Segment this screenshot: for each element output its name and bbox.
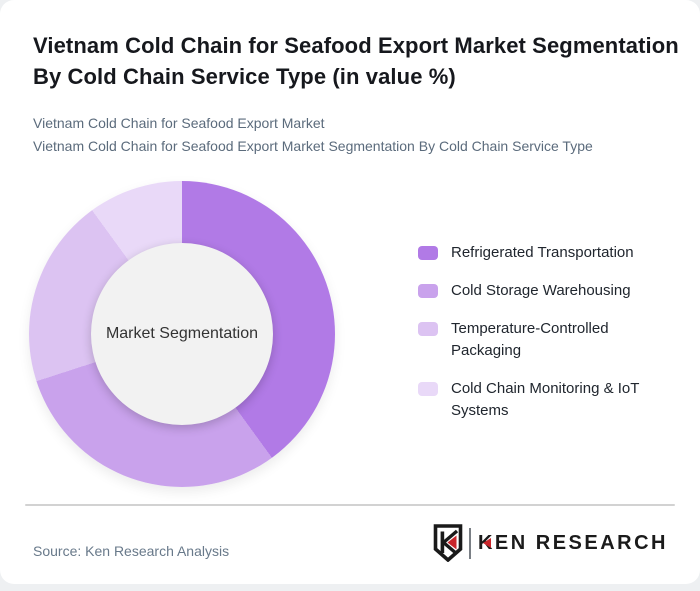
legend-item-refrigerated-transportation: Refrigerated Transportation (418, 242, 668, 264)
source-note: Source: Ken Research Analysis (33, 543, 230, 559)
donut-center-label: Market Segmentation (105, 325, 259, 342)
legend-swatch-icon (418, 246, 438, 260)
logo-k-red-triangle-icon (482, 538, 491, 548)
legend-item-cold-storage-warehousing: Cold Storage Warehousing (418, 280, 668, 302)
legend: Refrigerated Transportation Cold Storage… (418, 242, 668, 438)
chart-subtitles: Vietnam Cold Chain for Seafood Export Ma… (33, 112, 593, 157)
logo-divider-bar (468, 527, 471, 559)
chart-title: Vietnam Cold Chain for Seafood Export Ma… (33, 33, 679, 89)
legend-item-label: Temperature-Controlled Packaging (451, 320, 609, 359)
chart-subtitle-line1: Vietnam Cold Chain for Seafood Export Ma… (33, 115, 325, 131)
legend-swatch-icon (418, 382, 438, 396)
chart-subtitle-line2: Vietnam Cold Chain for Seafood Export Ma… (33, 137, 593, 154)
legend-swatch-icon (418, 284, 438, 298)
legend-item-label: Cold Storage Warehousing (451, 282, 631, 299)
legend-item-label: Cold Chain Monitoring & IoT Systems (451, 380, 640, 419)
donut-chart: Market Segmentation (29, 181, 335, 487)
ken-research-logo: KEN RESEARCH (433, 524, 668, 562)
legend-item-label: Refrigerated Transportation (451, 244, 634, 261)
legend-item-temperature-controlled-packaging: Temperature-Controlled Packaging (418, 318, 668, 362)
legend-swatch-icon (418, 322, 438, 336)
donut-center: Market Segmentation (91, 243, 273, 425)
legend-item-cold-chain-monitoring-iot: Cold Chain Monitoring & IoT Systems (418, 378, 668, 422)
footer-divider (25, 504, 675, 506)
logo-wordmark: KEN RESEARCH (477, 531, 668, 554)
ken-research-shield-icon (433, 524, 463, 562)
